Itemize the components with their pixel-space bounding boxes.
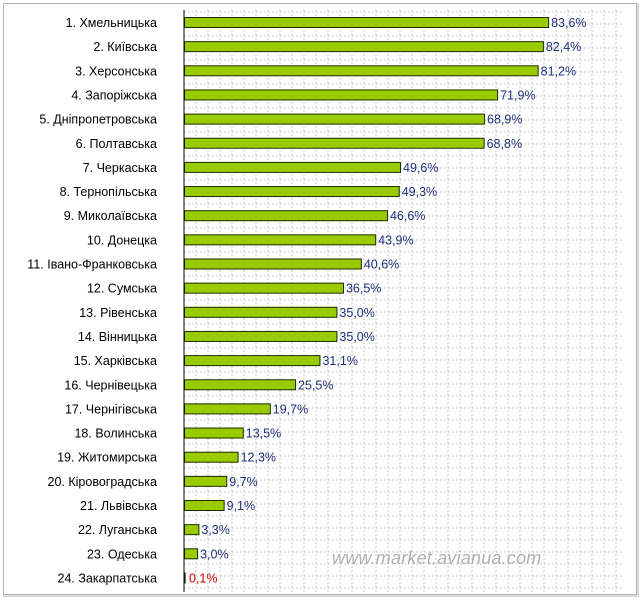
category-label: 3. Херсонська bbox=[75, 64, 157, 78]
category-label: 11. Івано-Франковська bbox=[27, 258, 157, 272]
category-label: 10. Донецка bbox=[87, 233, 157, 247]
category-label: 24. Закарпатська bbox=[58, 571, 158, 585]
bar bbox=[184, 475, 228, 487]
bar bbox=[184, 524, 200, 536]
category-label: 19. Житомирська bbox=[57, 451, 157, 465]
category-label: 23. Одеська bbox=[87, 547, 157, 561]
category-label: 12. Сумська bbox=[87, 282, 157, 296]
category-label: 22. Луганська bbox=[78, 523, 157, 537]
value-label: 9,7% bbox=[229, 475, 258, 489]
bar bbox=[184, 41, 544, 53]
value-label: 49,3% bbox=[402, 185, 437, 199]
bar bbox=[184, 330, 338, 342]
value-label: 81,2% bbox=[541, 64, 576, 78]
bar bbox=[184, 258, 362, 270]
category-label: 13. Рівенська bbox=[79, 306, 157, 320]
bar bbox=[184, 403, 271, 415]
value-label: 83,6% bbox=[551, 16, 586, 30]
value-label: 12,3% bbox=[241, 451, 276, 465]
bar bbox=[184, 17, 550, 28]
bar bbox=[184, 161, 402, 173]
category-label: 18. Волинська bbox=[74, 427, 157, 441]
chart-frame bbox=[3, 3, 637, 595]
value-label: 35,0% bbox=[339, 306, 374, 320]
category-label: 9. Миколаївська bbox=[64, 209, 157, 223]
category-label: 5. Дніпропетровська bbox=[39, 113, 157, 127]
category-label: 2. Київська bbox=[93, 40, 157, 54]
bar bbox=[184, 379, 297, 391]
value-label: 71,9% bbox=[500, 88, 535, 102]
bar bbox=[184, 427, 244, 439]
category-label: 20. Кіровоградська bbox=[48, 475, 158, 489]
bar bbox=[184, 282, 344, 294]
bar bbox=[184, 355, 321, 367]
category-label: 1. Хмельницька bbox=[66, 16, 157, 30]
value-label: 9,1% bbox=[227, 499, 256, 513]
value-label: 3,3% bbox=[201, 523, 230, 537]
value-label: 25,5% bbox=[298, 378, 333, 392]
category-label: 21. Львівська bbox=[80, 499, 157, 513]
value-label: 40,6% bbox=[364, 258, 399, 272]
category-label: 8. Тернопільська bbox=[60, 185, 157, 199]
value-label: 3,0% bbox=[200, 547, 229, 561]
frame-shadow-bottom bbox=[3, 595, 639, 597]
value-label: 36,5% bbox=[346, 282, 381, 296]
value-label: 68,8% bbox=[487, 137, 522, 151]
value-label: 49,6% bbox=[403, 161, 438, 175]
value-label: 82,4% bbox=[546, 40, 581, 54]
bar bbox=[184, 572, 186, 584]
category-labels: 1. Хмельницька 2. Київська 3. Херсонська 4.… bbox=[27, 16, 157, 585]
value-label: 19,7% bbox=[273, 402, 308, 416]
value-label: 46,6% bbox=[390, 209, 425, 223]
value-label: 13,5% bbox=[246, 427, 281, 441]
bar bbox=[184, 500, 225, 511]
category-label: 15. Харківська bbox=[74, 354, 157, 368]
value-label: 43,9% bbox=[378, 233, 413, 247]
value-label: 68,9% bbox=[487, 113, 522, 127]
bar bbox=[184, 548, 199, 560]
bar bbox=[184, 234, 377, 246]
bar bbox=[184, 306, 338, 318]
bar bbox=[184, 451, 239, 463]
value-labels: 83,6% 82,4% 81,2% 71,9% 68,9% 68,8% 49,6% 49,3%… bbox=[189, 16, 587, 585]
bar bbox=[184, 137, 485, 149]
category-label: 14. Вінницька bbox=[78, 330, 157, 344]
category-label: 6. Полтавська bbox=[76, 137, 157, 151]
watermark-text: www.market.avianua.com bbox=[332, 548, 542, 568]
frame-shadow-right bbox=[637, 3, 639, 595]
bar bbox=[184, 186, 400, 198]
value-label: 31,1% bbox=[322, 354, 357, 368]
category-label: 7. Черкаська bbox=[83, 161, 157, 175]
category-label: 4. Запоріжська bbox=[71, 88, 157, 102]
category-label: 16. Чернівецька bbox=[64, 378, 157, 392]
bar bbox=[184, 89, 499, 101]
bar bbox=[184, 65, 539, 77]
bars bbox=[184, 17, 550, 584]
value-label: 0,1% bbox=[189, 571, 218, 585]
bar bbox=[184, 113, 486, 125]
category-label: 17. Чернігівська bbox=[65, 402, 157, 416]
value-label: 35,0% bbox=[339, 330, 374, 344]
bar bbox=[184, 210, 388, 222]
